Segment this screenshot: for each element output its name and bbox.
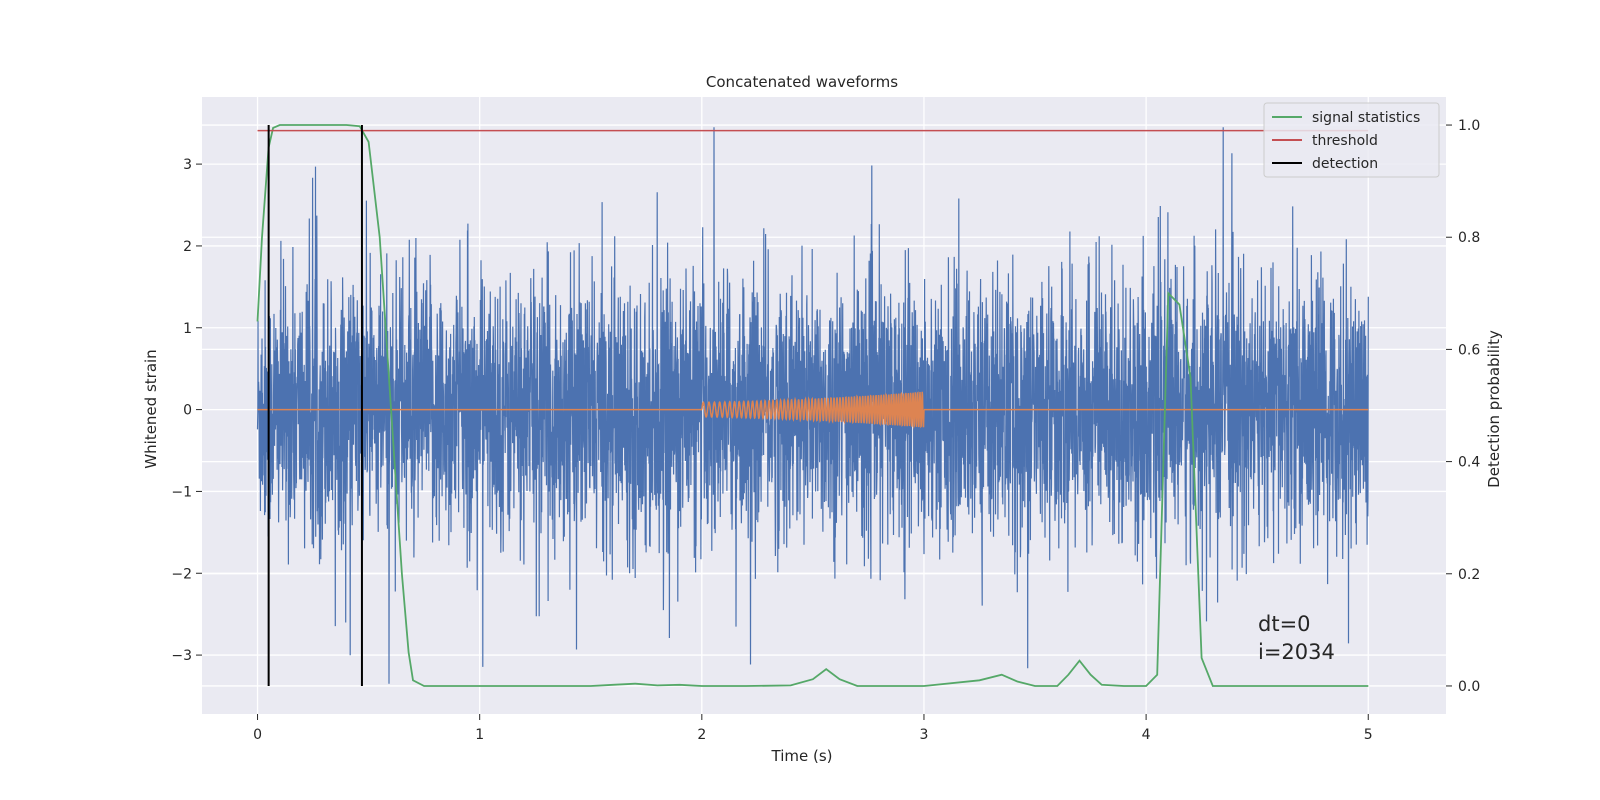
x-tick-label: 4 (1142, 727, 1151, 743)
x-tick-label: 5 (1364, 727, 1373, 743)
axes: 0 1 2 3 4 5 −3 −2 −1 0 1 2 3 0.0 0.2 0.4 0.6 0.8 1.0 (171, 118, 1480, 743)
x-axis-label: Time (s) (771, 747, 833, 765)
y-tick-label-left: 2 (183, 239, 192, 255)
x-tick-label: 0 (253, 727, 262, 743)
y-tick-label-left: −2 (171, 566, 192, 582)
legend: signal statistics threshold detection (1263, 102, 1440, 178)
legend-label: threshold (1312, 133, 1378, 149)
x-tick-label: 2 (697, 727, 706, 743)
legend-label: signal statistics (1312, 110, 1420, 126)
y-tick-label-left: 0 (183, 403, 192, 419)
series-layer (256, 124, 1369, 687)
y-tick-label-right: 0.2 (1458, 567, 1480, 583)
y-tick-label-right: 0.8 (1458, 230, 1480, 246)
annotation-dt: dt=0 (1258, 612, 1311, 636)
noise-series-line (256, 127, 1369, 684)
y-tick-label-right: 1.0 (1458, 118, 1480, 134)
annotation: dt=0 i=2034 (1258, 612, 1335, 664)
y-tick-label-left: 3 (183, 157, 192, 173)
y-axis-label-right: Detection probability (1485, 330, 1503, 488)
y-tick-label-left: −3 (171, 648, 192, 664)
y-tick-label-right: 0.4 (1458, 455, 1480, 471)
chart-title: Concatenated waveforms (706, 73, 898, 91)
x-tick-label: 3 (920, 727, 929, 743)
y-tick-label-left: −1 (171, 484, 192, 500)
injected-waveform-line (257, 391, 1369, 430)
x-tick-label: 1 (475, 727, 484, 743)
annotation-i: i=2034 (1258, 640, 1335, 664)
y-tick-label-right: 0.0 (1458, 679, 1480, 695)
legend-label: detection (1312, 156, 1378, 172)
legend-box (1263, 102, 1440, 178)
y-tick-label-right: 0.6 (1458, 342, 1480, 358)
y-axis-label-left: Whitened strain (142, 349, 160, 468)
y-tick-label-left: 1 (183, 321, 192, 337)
